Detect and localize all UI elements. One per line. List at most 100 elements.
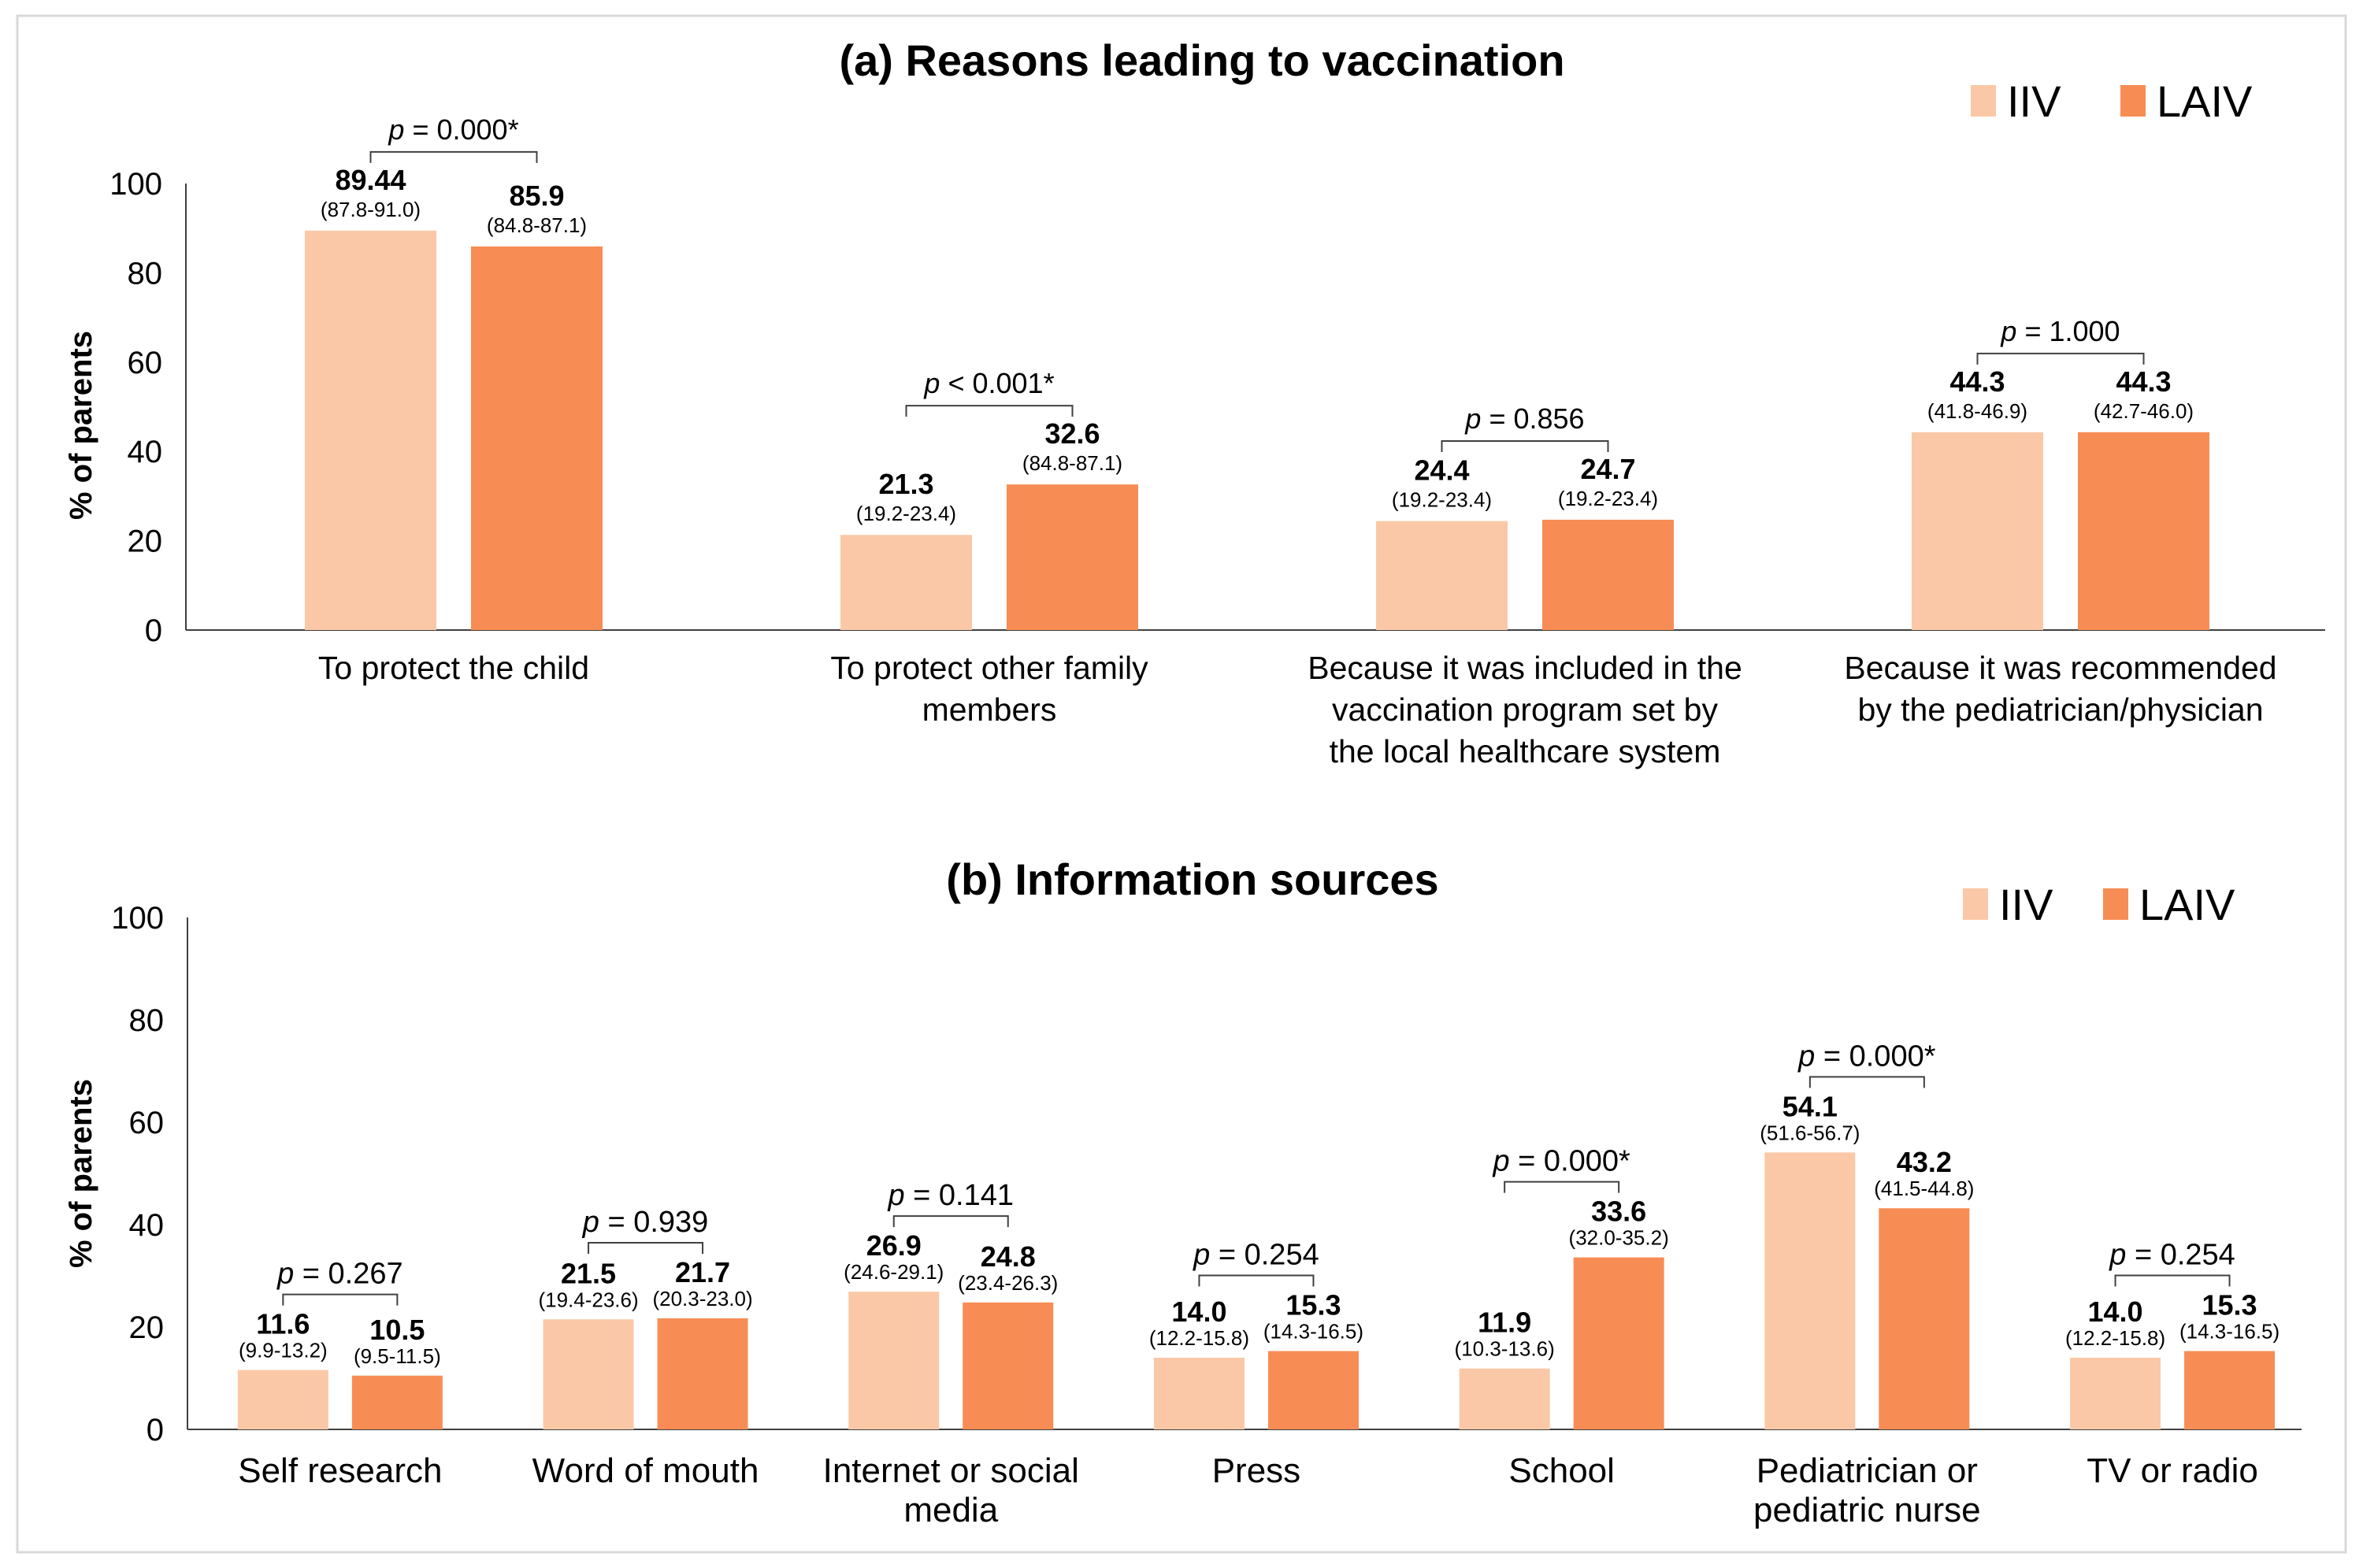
- bar-laiv: [1267, 1351, 1359, 1429]
- panel-a-annotations: 89.44(87.8-91.0) 85.9(84.8-87.1)p = 0.000…: [321, 113, 2194, 525]
- p-symbol: p: [1464, 402, 1481, 435]
- category-label: Word of mouth: [532, 1451, 759, 1490]
- data-label: 15.3: [2202, 1289, 2257, 1321]
- ci-label: (9.5-11.5): [354, 1344, 441, 1368]
- legend-swatch-laiv: [2103, 888, 2128, 920]
- data-label: 33.6: [1591, 1195, 1646, 1228]
- panel-a-title: (a) Reasons leading to vaccination: [839, 35, 1564, 85]
- p-value-text: = 1.000: [2016, 315, 2120, 347]
- bar-laiv: [1879, 1208, 1970, 1429]
- significance-bracket: [1441, 439, 1609, 452]
- ci-label: (14.3-16.5): [2179, 1320, 2280, 1344]
- p-symbol: p: [1193, 1239, 1210, 1272]
- ci-label: (87.8-91.0): [321, 198, 421, 221]
- category-label: To protect other family: [830, 650, 1148, 686]
- panel-a-bars: [305, 230, 2209, 630]
- ci-label: (24.6-29.1): [844, 1260, 944, 1284]
- data-label: 26.9: [866, 1229, 922, 1262]
- bar-iiv: [1764, 1152, 1856, 1429]
- legend-swatch-laiv: [2120, 85, 2146, 117]
- legend-label-iiv: IIV: [1999, 880, 2053, 929]
- bar-iiv: [848, 1292, 940, 1429]
- significance-bracket: [892, 1215, 1009, 1228]
- p-value-label: p = 0.939: [582, 1206, 709, 1239]
- bar-iiv: [305, 230, 436, 630]
- p-symbol: p: [276, 1258, 294, 1291]
- legend-swatch-iiv: [1963, 888, 1988, 920]
- bar-iiv: [2070, 1358, 2161, 1429]
- panel-a-categories: To protect the child To protect other fam…: [318, 650, 2277, 769]
- p-value-label: p = 0.254: [2109, 1239, 2235, 1272]
- y-tick-label: 0: [145, 613, 162, 648]
- ci-label: (20.3-23.0): [652, 1287, 752, 1310]
- data-label: 85.9: [509, 180, 564, 212]
- bar-iiv: [1153, 1358, 1245, 1429]
- p-symbol: p: [582, 1206, 599, 1239]
- data-label: 89.44: [335, 164, 406, 196]
- bar-laiv: [471, 246, 603, 630]
- ci-label: (51.6-56.7): [1760, 1121, 1860, 1144]
- y-tick-label: 20: [128, 525, 163, 559]
- data-label: 32.6: [1044, 417, 1100, 450]
- ci-label: (19.2-23.4): [1392, 488, 1492, 512]
- y-tick-label: 60: [129, 1106, 165, 1140]
- p-value-text: = 0.267: [294, 1258, 402, 1291]
- category-label: Pediatrician or: [1756, 1451, 1978, 1490]
- data-label: 43.2: [1897, 1146, 1952, 1178]
- bar-iiv: [1459, 1368, 1550, 1429]
- p-symbol: p: [388, 113, 404, 146]
- p-value-label: p = 0.856: [1464, 402, 1584, 435]
- data-label: 54.1: [1782, 1090, 1838, 1122]
- data-label: 21.7: [675, 1256, 730, 1288]
- bar-iiv: [1912, 432, 2043, 630]
- category-label: Self research: [238, 1451, 442, 1490]
- panel-b-legend: IIV LAIV: [1963, 880, 2235, 929]
- category-label: vaccination program set by: [1332, 691, 1718, 728]
- bar-laiv: [351, 1375, 443, 1429]
- p-symbol: p: [1492, 1145, 1509, 1178]
- legend-label-laiv: LAIV: [2139, 880, 2235, 929]
- ci-label: (10.3-13.6): [1455, 1337, 1555, 1361]
- y-tick-label: 100: [111, 901, 164, 936]
- data-label: 11.9: [1478, 1307, 1531, 1339]
- ci-label: (84.8-87.1): [487, 213, 587, 237]
- significance-bracket: [282, 1293, 399, 1306]
- ci-label: (84.8-87.1): [1022, 451, 1122, 475]
- ci-label: (23.4-26.3): [958, 1271, 1058, 1295]
- p-value-label: p = 1.000: [2000, 315, 2120, 347]
- ci-label: (19.4-23.6): [538, 1288, 638, 1311]
- significance-bracket: [1198, 1274, 1315, 1287]
- legend-swatch-iiv: [1971, 85, 1996, 117]
- p-value-text: = 0.000*: [1510, 1145, 1630, 1178]
- ci-label: (12.2-15.8): [2065, 1326, 2165, 1350]
- panel-b-annotations: 11.6(9.9-13.2) 10.5(9.5-11.5) p = 0.267 21.…: [239, 1040, 2280, 1367]
- bar-laiv: [2078, 432, 2209, 630]
- data-label: 24.4: [1414, 454, 1469, 487]
- category-label: To protect the child: [318, 650, 589, 686]
- bar-iiv: [1376, 521, 1508, 630]
- data-label: 21.3: [878, 468, 933, 500]
- bar-laiv: [1542, 519, 1674, 630]
- category-label: pediatric nurse: [1753, 1491, 1981, 1529]
- p-value-label: p < 0.001*: [923, 367, 1054, 399]
- y-tick-label: 20: [129, 1310, 165, 1345]
- data-label: 15.3: [1285, 1289, 1341, 1321]
- panel-b-title: (b) Information sources: [946, 854, 1438, 904]
- data-label: 24.7: [1580, 453, 1635, 485]
- panel-a-y-axis-label: % of parents: [64, 331, 98, 520]
- data-label: 21.5: [561, 1257, 616, 1289]
- p-value-text: = 0.000*: [404, 113, 518, 146]
- category-label: School: [1508, 1451, 1615, 1490]
- legend-label-laiv: LAIV: [2157, 76, 2253, 126]
- ci-label: (42.7-46.0): [2094, 399, 2194, 423]
- p-value-text: = 0.000*: [1815, 1040, 1935, 1073]
- p-value-label: p = 0.000*: [1492, 1145, 1630, 1178]
- p-value-text: = 0.856: [1481, 402, 1584, 435]
- p-value-text: < 0.001*: [940, 367, 1054, 399]
- significance-bracket: [369, 150, 538, 163]
- p-value-label: p = 0.000*: [388, 113, 518, 146]
- panel-b-bars: [237, 1152, 2276, 1429]
- data-label: 10.5: [369, 1314, 425, 1346]
- p-value-label: p = 0.000*: [1797, 1040, 1936, 1073]
- panel-a-reasons: (a) Reasons leading to vaccination IIV L…: [64, 35, 2325, 769]
